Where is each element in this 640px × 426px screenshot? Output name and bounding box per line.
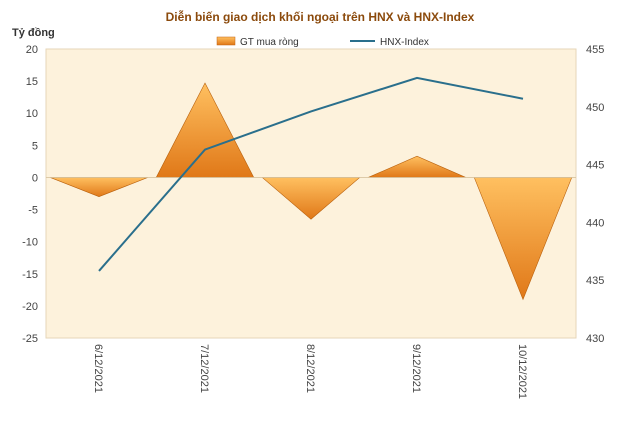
x-tick-label: 10/12/2021 <box>516 344 528 399</box>
x-axis: 6/12/2021 7/12/2021 8/12/2021 9/12/2021 10/1… <box>92 344 528 399</box>
left-tick-label: 0 <box>32 172 38 184</box>
right-tick-label: 435 <box>586 275 604 287</box>
left-tick-label: -15 <box>22 269 38 281</box>
legend-label-gt-mua-rong: GT mua ròng <box>240 37 299 48</box>
left-axis: 20 15 10 5 0 -5 -10 -15 -20 -25 <box>22 44 38 345</box>
area-series <box>46 82 576 301</box>
right-tick-label: 450 <box>586 102 604 114</box>
x-tick-label: 7/12/2021 <box>198 344 210 393</box>
left-tick-label: 15 <box>26 76 38 88</box>
left-tick-label: 5 <box>32 140 38 152</box>
right-tick-label: 445 <box>586 160 604 172</box>
legend-label-hnx-index: HNX-Index <box>380 37 429 48</box>
x-tick-label: 9/12/2021 <box>410 344 422 393</box>
chart-title: Diễn biến giao dịch khối ngoại trên HNX … <box>166 9 475 24</box>
x-tick-label: 6/12/2021 <box>92 344 104 393</box>
right-axis: 455 450 445 440 435 430 <box>586 44 604 345</box>
left-tick-label: -25 <box>22 333 38 345</box>
legend-swatch-gt-mua-rong <box>216 36 236 46</box>
right-tick-label: 455 <box>586 44 604 56</box>
right-tick-label: 440 <box>586 217 604 229</box>
left-tick-label: 20 <box>26 44 38 56</box>
left-tick-label: -5 <box>28 205 38 217</box>
left-axis-unit: Tỷ đồng <box>12 27 55 39</box>
left-tick-label: -20 <box>22 301 38 313</box>
line-series <box>98 76 524 272</box>
left-tick-label: 10 <box>26 108 38 120</box>
x-tick-label: 8/12/2021 <box>304 344 316 393</box>
right-tick-label: 430 <box>586 333 604 345</box>
legend: GT mua ròng HNX-Index <box>216 36 429 48</box>
left-tick-label: -10 <box>22 237 38 249</box>
